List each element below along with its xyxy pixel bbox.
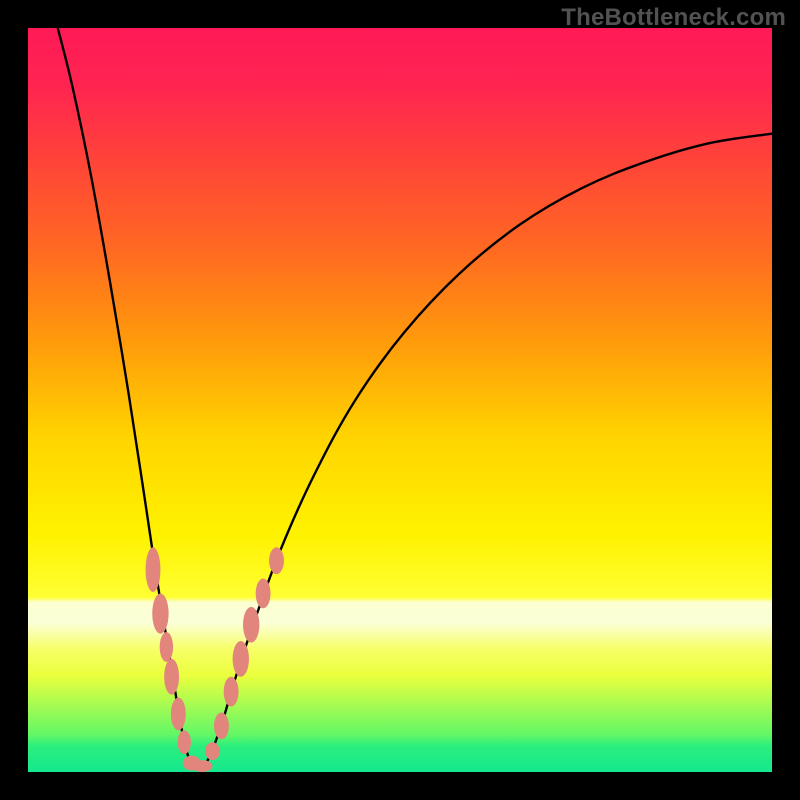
plot-area <box>28 28 772 772</box>
bead-marker <box>178 730 191 754</box>
bead-marker <box>233 641 249 677</box>
bead-marker <box>269 547 284 574</box>
bead-marker <box>192 760 213 772</box>
canvas-frame: TheBottleneck.com <box>0 0 800 800</box>
chart-svg <box>28 28 772 772</box>
bead-marker <box>214 712 229 739</box>
watermark-text: TheBottleneck.com <box>561 4 786 32</box>
bead-marker <box>256 579 271 609</box>
bead-marker <box>224 677 239 707</box>
bead-marker <box>164 659 179 695</box>
bead-marker <box>243 607 259 643</box>
bead-marker <box>205 742 220 760</box>
bead-marker <box>160 632 173 662</box>
bead-marker <box>171 698 186 731</box>
bead-marker <box>152 593 168 633</box>
bead-marker <box>146 547 161 592</box>
